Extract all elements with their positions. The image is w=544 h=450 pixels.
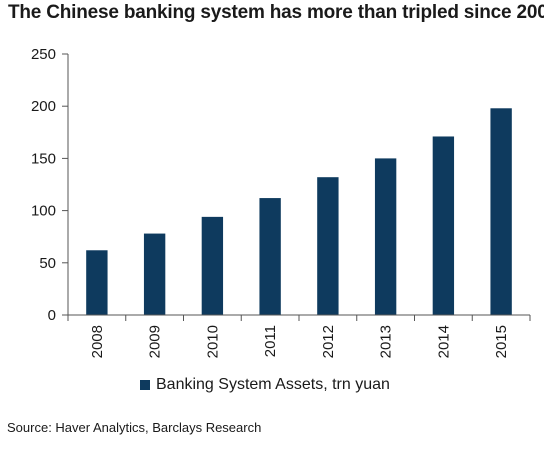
x-tick-label: 2013: [378, 325, 395, 358]
x-axis: 2008 2009 2010 2011 2012 2013 2014 2015: [67, 314, 531, 358]
legend-swatch: [140, 380, 150, 390]
y-tick-label: 150: [31, 150, 56, 167]
x-tick-label: 2011: [262, 325, 279, 357]
bar-2014: [432, 136, 455, 315]
x-tick-label: 2009: [147, 325, 164, 358]
chart-title: The Chinese banking system has more than…: [8, 2, 544, 23]
bar-2009: [143, 233, 166, 315]
legend: Banking System Assets, trn yuan: [140, 376, 390, 394]
y-tick-label: 250: [31, 46, 56, 63]
bar-2012: [317, 177, 339, 315]
legend-label: Banking System Assets, trn yuan: [156, 376, 390, 393]
bar-2011: [259, 198, 281, 315]
x-tick-label: 2014: [435, 325, 452, 358]
y-tick-label: 0: [48, 307, 56, 324]
x-tick-label: 2012: [320, 325, 337, 358]
x-tick-label: 2010: [204, 325, 221, 358]
x-tick-label: 2015: [493, 325, 510, 358]
y-tick-label: 200: [31, 98, 56, 115]
x-tick-label: 2008: [89, 325, 106, 358]
bars: [86, 108, 512, 316]
bar-2013: [374, 158, 397, 315]
y-tick-label: 100: [31, 203, 56, 220]
y-axis: 0 50 100 150 200 250: [31, 46, 69, 324]
y-tick-label: 50: [39, 255, 56, 272]
source-note: Source: Haver Analytics, Barclays Resear…: [7, 420, 262, 435]
bar-2015: [490, 108, 512, 316]
bar-2010: [201, 216, 224, 315]
bar-2008: [86, 250, 108, 315]
